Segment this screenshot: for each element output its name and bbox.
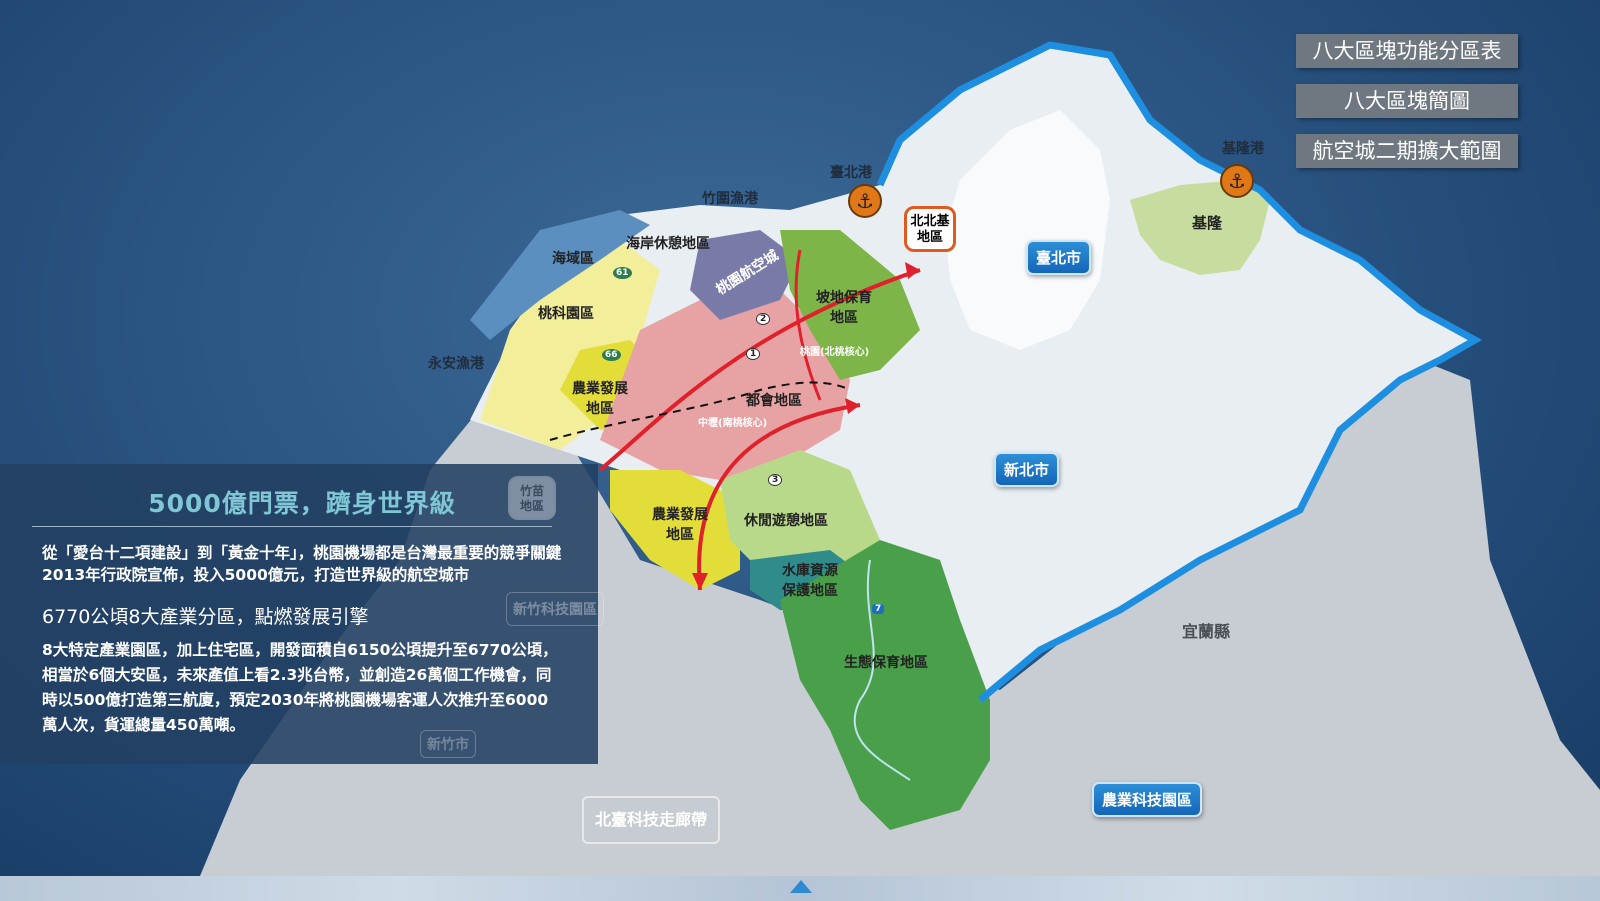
arrow-1 <box>598 268 921 472</box>
divider <box>32 526 552 527</box>
keelung-area <box>1130 180 1270 275</box>
zone-label-tech-park: 桃科園區 <box>538 306 594 322</box>
port-label-keelung: 基隆港 <box>1222 141 1264 157</box>
zone-agri-north <box>480 240 660 450</box>
zone-agri-south <box>610 470 740 590</box>
taipei-area <box>945 110 1110 350</box>
highway-shield: 3 <box>768 474 783 486</box>
city-badge-new-taipei[interactable]: 新北市 <box>994 452 1060 487</box>
city-label-keelung: 基隆 <box>1192 214 1223 232</box>
zone-leisure <box>720 450 880 570</box>
highway-shield: 66 <box>602 349 621 361</box>
hex-badge-south: 竹苗 地區 <box>508 476 556 520</box>
zone-label-agri-south: 農業發展 地區 <box>652 507 708 543</box>
zone-ecology <box>780 540 990 830</box>
anchor-icon: ⚓ <box>1220 164 1254 198</box>
center-label-taoyuan: 桃園(北桃核心) <box>800 347 870 358</box>
highway-shield: 2 <box>756 313 771 325</box>
info-paragraph-2: 8大特定產業園區，加上住宅區，開發面積自6150公頃提升至6770公頃，相當於6… <box>42 641 558 734</box>
river <box>853 559 911 781</box>
city-badge-taipei[interactable]: 臺北市 <box>1026 240 1092 275</box>
zone-label-reservoir: 水庫資源 保護地區 <box>782 563 838 599</box>
zone-label-agri-north: 農業發展 地區 <box>572 381 628 417</box>
port-label-yongan: 永安漁港 <box>428 356 484 372</box>
zone-label-sea: 海域區 <box>552 251 594 267</box>
highway-shield: 61 <box>613 267 632 279</box>
zone-label-urban: 都會地區 <box>746 393 802 409</box>
port-label-zhuwei: 竹圍漁港 <box>702 191 758 207</box>
zone-aerotropolis <box>690 230 800 320</box>
menu-phase2-range-button[interactable]: 航空城二期擴大範圍 <box>1296 134 1518 168</box>
badge-corridor[interactable]: 北臺科技走廊帶 <box>582 796 720 844</box>
zone-label-slope: 坡地保育 地區 <box>816 290 872 326</box>
highway-shield: 7 <box>872 604 885 614</box>
zone-slope <box>780 230 920 380</box>
highway-shield: 1 <box>746 348 761 360</box>
info-title: 5000億門票，躋身世界級 <box>148 489 456 518</box>
arrow-2 <box>697 403 861 591</box>
zone-label-ecology: 生態保育地區 <box>844 655 928 671</box>
anchor-icon: ⚓ <box>848 184 882 218</box>
info-paragraph-1: 從「愛台十二項建設」到「黃金十年」，桃園機場都是台灣最重要的競爭關鍵2013年行… <box>42 544 562 584</box>
menu-simple-map-button[interactable]: 八大區塊簡圖 <box>1296 84 1518 118</box>
zone-sea <box>470 210 650 340</box>
zone-label-coastal: 海岸休憩地區 <box>626 236 710 252</box>
info-subtitle: 6770公頃8大產業分區，點燃發展引擎 <box>42 606 369 628</box>
dashed-arrow <box>549 381 851 441</box>
hex-badge-north: 北北基 地區 <box>904 206 956 252</box>
coastline <box>876 41 1483 703</box>
city-label-yilan: 宜蘭縣 <box>1182 622 1231 641</box>
port-label-taipei: 臺北港 <box>830 165 872 181</box>
badge-hsinchu-city[interactable]: 新竹市 <box>420 730 476 758</box>
expand-up-icon[interactable] <box>790 880 812 893</box>
badge-hsinchu-park[interactable]: 新竹科技園區 <box>506 592 604 626</box>
badge-agri-tech-park[interactable]: 農業科技園區 <box>1092 782 1203 817</box>
center-label-zhongli: 中壢(南桃核心) <box>698 418 768 429</box>
info-panel: 5000億門票，躋身世界級 從「愛台十二項建設」到「黃金十年」，桃園機場都是台灣… <box>0 464 598 764</box>
zone-label-leisure: 休閒遊憩地區 <box>744 513 828 529</box>
menu-functional-table-button[interactable]: 八大區塊功能分區表 <box>1296 34 1518 68</box>
zone-urban <box>600 290 850 480</box>
